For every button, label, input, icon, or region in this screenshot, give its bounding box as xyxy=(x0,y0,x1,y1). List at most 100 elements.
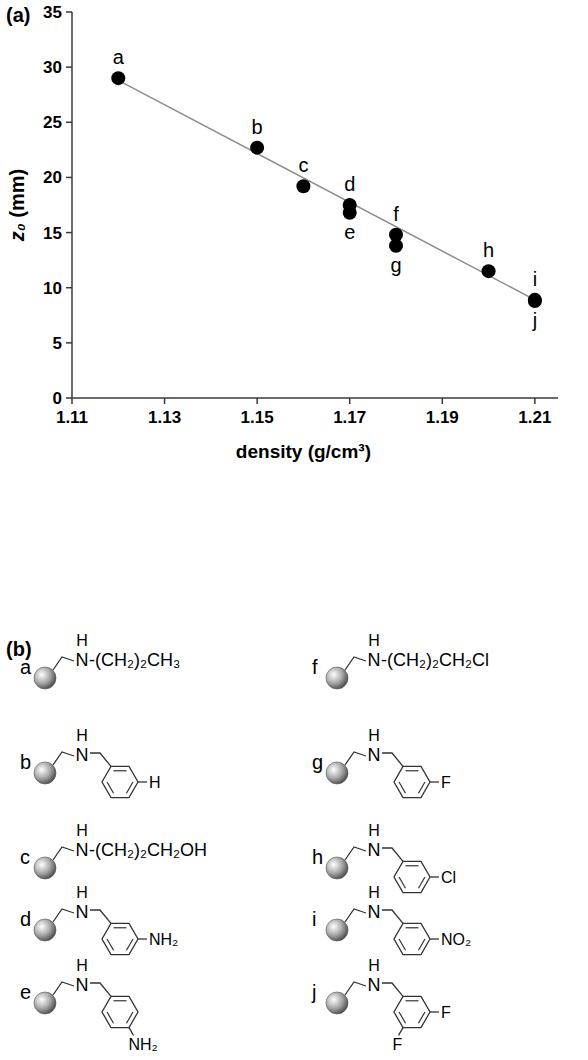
double-bond xyxy=(406,1000,419,1001)
substituent: Cl xyxy=(441,869,456,886)
hydrogen: H xyxy=(76,632,88,649)
y-tick-label: 15 xyxy=(43,224,62,243)
structure-letter: d xyxy=(20,908,31,930)
x-tick xyxy=(256,398,258,404)
double-bond xyxy=(107,939,113,950)
double-bond xyxy=(399,1012,405,1023)
resin-bead xyxy=(326,919,348,941)
structure-letter: h xyxy=(312,846,323,868)
bond xyxy=(430,876,439,877)
nitrogen: N xyxy=(368,902,381,922)
double-bond xyxy=(126,939,132,950)
data-point xyxy=(296,179,310,193)
data-point xyxy=(250,141,264,155)
point-label: a xyxy=(113,46,125,68)
double-bond xyxy=(126,1012,132,1023)
x-tick-label: 1.17 xyxy=(333,408,366,427)
structure-letter: c xyxy=(20,846,30,868)
bond xyxy=(345,847,366,860)
structure: iNHNO₂ xyxy=(312,884,471,955)
y-tick xyxy=(66,66,72,68)
structure-letter: a xyxy=(20,656,32,678)
y-tick-label: 0 xyxy=(53,389,62,408)
x-tick xyxy=(442,398,444,404)
bond xyxy=(382,848,403,861)
nitrogen: N xyxy=(368,840,381,860)
y-tick-label: 25 xyxy=(43,113,62,132)
nitrogen: N xyxy=(76,745,89,765)
bond xyxy=(53,752,74,765)
structure: jNHFF xyxy=(311,957,451,1053)
bond xyxy=(345,657,366,670)
benzene-ring xyxy=(394,861,430,892)
x-tick xyxy=(164,398,166,404)
y-tick-label: 5 xyxy=(53,334,62,353)
point-label: i xyxy=(533,268,537,290)
hydrogen: H xyxy=(76,822,88,839)
x-axis xyxy=(72,397,558,399)
x-tick-label: 1.15 xyxy=(241,408,274,427)
hydrogen: H xyxy=(368,632,380,649)
alkyl-chain: -(CH₂)₂CH₂OH xyxy=(89,840,207,860)
resin-bead xyxy=(326,992,348,1014)
structure-letter: g xyxy=(312,751,323,773)
bond xyxy=(382,983,403,996)
point-label: h xyxy=(483,239,494,261)
double-bond xyxy=(418,1012,424,1023)
bond xyxy=(430,938,439,939)
bond xyxy=(345,752,366,765)
structure-letter: e xyxy=(20,981,31,1003)
hydrogen: H xyxy=(76,727,88,744)
y-tick-label: 30 xyxy=(43,58,62,77)
point-label: b xyxy=(252,116,263,138)
structure: eNHNH₂ xyxy=(20,957,158,1053)
double-bond xyxy=(418,939,424,950)
double-bond xyxy=(107,1012,113,1023)
double-bond xyxy=(114,927,127,928)
double-bond xyxy=(406,770,419,771)
x-tick-label: 1.21 xyxy=(518,408,551,427)
benzene-ring xyxy=(102,766,138,797)
nitrogen: N xyxy=(368,650,381,670)
double-bond xyxy=(399,782,405,793)
hydrogen: H xyxy=(76,957,88,974)
x-tick-label: 1.11 xyxy=(56,408,88,427)
bond xyxy=(90,753,111,766)
substituent: F xyxy=(441,774,451,791)
double-bond xyxy=(418,782,424,793)
point-labels: abcdefghij xyxy=(113,46,537,331)
y-label-unit: (mm) xyxy=(6,169,28,223)
bond xyxy=(345,909,366,922)
resin-bead xyxy=(326,667,348,689)
double-bond xyxy=(107,782,113,793)
hydrogen: H xyxy=(76,884,88,901)
hydrogen: H xyxy=(368,884,380,901)
substituent: NH₂ xyxy=(149,931,178,948)
benzene-ring xyxy=(394,923,430,954)
hydrogen: H xyxy=(368,957,380,974)
double-bond xyxy=(126,782,132,793)
y-tick xyxy=(66,287,72,289)
resin-bead xyxy=(34,667,56,689)
bond xyxy=(430,1011,439,1012)
double-bond xyxy=(114,1000,127,1001)
y-tick xyxy=(66,11,72,13)
figure: (a)051015202530351.111.131.151.171.191.2… xyxy=(0,0,588,1060)
double-bond xyxy=(418,877,424,888)
data-point xyxy=(111,71,125,85)
structure-letter: b xyxy=(20,751,31,773)
double-bond xyxy=(399,939,405,950)
substituent: NH₂ xyxy=(129,1036,158,1053)
resin-bead xyxy=(34,762,56,784)
hydrogen: H xyxy=(368,727,380,744)
structure-letter: j xyxy=(311,981,316,1003)
bond xyxy=(53,909,74,922)
structure: hNHCl xyxy=(312,822,456,893)
fit-line xyxy=(118,80,535,299)
point-label: e xyxy=(344,221,355,243)
structure: dNHNH₂ xyxy=(20,884,178,955)
structure: cNH-(CH₂)₂CH₂OH xyxy=(20,822,207,879)
structure: fNH-(CH₂)₂CH₂Cl xyxy=(312,632,489,689)
bond xyxy=(53,657,74,670)
resin-bead xyxy=(326,857,348,879)
